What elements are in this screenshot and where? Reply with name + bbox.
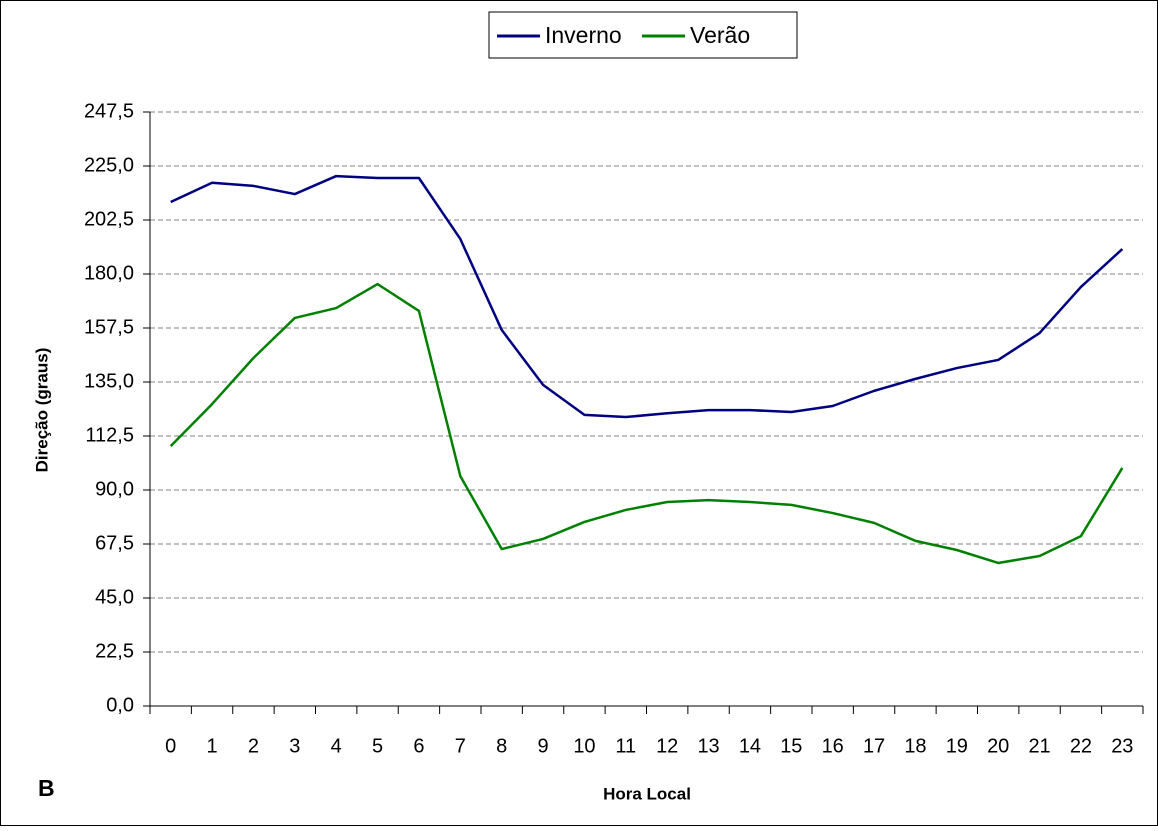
series-line	[169, 282, 1124, 565]
x-tick-label: 6	[413, 735, 424, 757]
panel-label: B	[38, 775, 55, 801]
y-tick-label: 22,5	[95, 640, 134, 662]
legend-label: Inverno	[545, 22, 622, 48]
x-tick-label: 14	[739, 735, 761, 757]
x-tick-label: 17	[863, 735, 885, 757]
x-tick-label: 9	[538, 735, 549, 757]
x-tick-label: 1	[207, 735, 218, 757]
y-tick-label: 225,0	[84, 154, 134, 176]
x-tick-label: 4	[331, 735, 342, 757]
x-tick-label: 20	[987, 735, 1009, 757]
x-tick-label: 2	[248, 735, 259, 757]
y-tick-label: 90,0	[95, 478, 134, 500]
series-line	[170, 174, 1124, 419]
legend-label: Verão	[690, 22, 750, 48]
x-tick-label: 0	[165, 735, 176, 757]
y-axis-title: Direção (graus)	[32, 348, 51, 473]
x-tick-label: 13	[697, 735, 719, 757]
x-tick-label: 18	[904, 735, 926, 757]
y-tick-label: 247,5	[84, 100, 134, 122]
x-tick-label: 21	[1028, 735, 1050, 757]
x-tick-label: 10	[573, 735, 595, 757]
y-tick-label: 135,0	[84, 370, 134, 392]
x-tick-label: 23	[1111, 735, 1133, 757]
x-tick-label: 15	[780, 735, 802, 757]
x-axis-title: Hora Local	[603, 784, 691, 803]
x-tick-label: 16	[822, 735, 844, 757]
x-tick-label: 5	[372, 735, 383, 757]
y-tick-label: 45,0	[95, 586, 134, 608]
y-tick-label: 112,5	[85, 424, 134, 446]
x-tick-label: 7	[455, 735, 466, 757]
x-tick-label: 22	[1070, 735, 1092, 757]
y-tick-label: 67,5	[95, 532, 134, 554]
x-tick-label: 12	[656, 735, 678, 757]
y-tick-label: 202,5	[84, 208, 134, 230]
x-tick-label: 8	[496, 735, 507, 757]
y-tick-label: 180,0	[84, 262, 134, 284]
y-tick-label: 157,5	[84, 316, 134, 338]
x-tick-label: 11	[615, 735, 636, 757]
y-tick-label: 0,0	[106, 694, 134, 716]
x-tick-label: 3	[289, 735, 300, 757]
x-tick-label: 19	[946, 735, 968, 757]
